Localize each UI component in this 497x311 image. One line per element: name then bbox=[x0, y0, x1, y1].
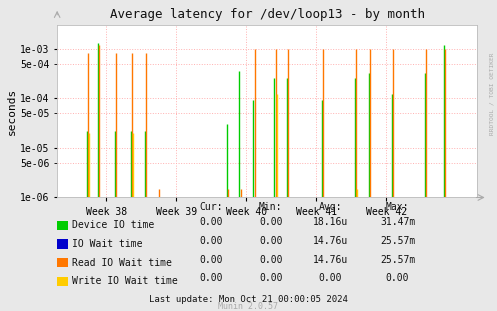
Text: 0.00: 0.00 bbox=[259, 273, 283, 283]
Text: Cur:: Cur: bbox=[199, 202, 223, 212]
Text: 18.16u: 18.16u bbox=[313, 217, 348, 227]
Text: 25.57m: 25.57m bbox=[380, 236, 415, 246]
Text: 0.00: 0.00 bbox=[199, 273, 223, 283]
Text: 0.00: 0.00 bbox=[199, 217, 223, 227]
Text: 0.00: 0.00 bbox=[259, 236, 283, 246]
Text: Device IO time: Device IO time bbox=[72, 220, 154, 230]
Text: 0.00: 0.00 bbox=[199, 255, 223, 265]
Text: Avg:: Avg: bbox=[319, 202, 342, 212]
Text: Max:: Max: bbox=[386, 202, 410, 212]
Text: Munin 2.0.57: Munin 2.0.57 bbox=[219, 301, 278, 310]
Text: 0.00: 0.00 bbox=[259, 255, 283, 265]
Text: IO Wait time: IO Wait time bbox=[72, 239, 143, 249]
Text: 14.76u: 14.76u bbox=[313, 236, 348, 246]
Title: Average latency for /dev/loop13 - by month: Average latency for /dev/loop13 - by mon… bbox=[110, 8, 424, 21]
Text: 31.47m: 31.47m bbox=[380, 217, 415, 227]
Text: 14.76u: 14.76u bbox=[313, 255, 348, 265]
Text: 0.00: 0.00 bbox=[319, 273, 342, 283]
Text: Min:: Min: bbox=[259, 202, 283, 212]
Text: RRDTOOL / TOBI OETIKER: RRDTOOL / TOBI OETIKER bbox=[490, 52, 495, 135]
Y-axis label: seconds: seconds bbox=[7, 88, 17, 135]
Text: 25.57m: 25.57m bbox=[380, 255, 415, 265]
Text: 0.00: 0.00 bbox=[199, 236, 223, 246]
Text: Write IO Wait time: Write IO Wait time bbox=[72, 276, 178, 286]
Text: 0.00: 0.00 bbox=[259, 217, 283, 227]
Text: 0.00: 0.00 bbox=[386, 273, 410, 283]
Text: Last update: Mon Oct 21 00:00:05 2024: Last update: Mon Oct 21 00:00:05 2024 bbox=[149, 295, 348, 304]
Text: Read IO Wait time: Read IO Wait time bbox=[72, 258, 172, 268]
